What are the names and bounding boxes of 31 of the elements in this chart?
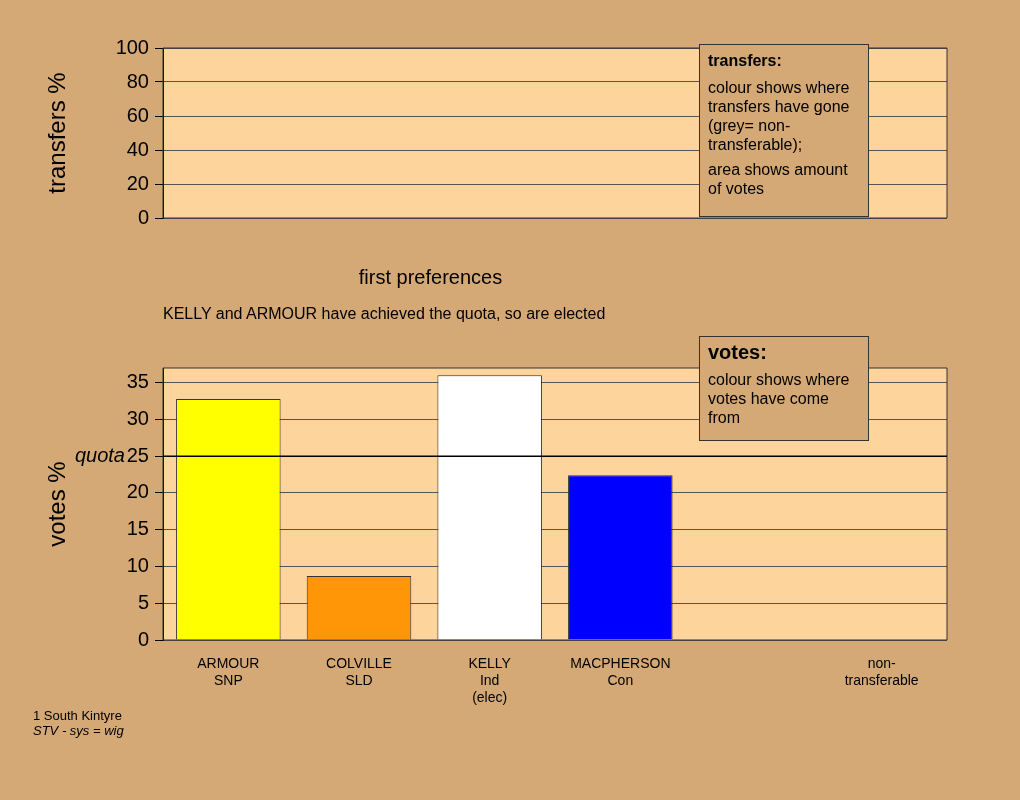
y-tick-label: 20 bbox=[126, 171, 149, 194]
y-tick-label: 0 bbox=[137, 205, 149, 228]
ref-line-label: quota bbox=[74, 443, 125, 466]
y-tick-label: 0 bbox=[137, 627, 149, 650]
y-tick-label: 15 bbox=[126, 517, 149, 540]
y-tick-label: 35 bbox=[126, 370, 149, 393]
y-tick-label: 80 bbox=[126, 69, 149, 92]
y-tick-label: 60 bbox=[126, 103, 149, 126]
y-tick-label: 100 bbox=[115, 35, 149, 58]
y-tick-label: 30 bbox=[126, 406, 149, 429]
text: 1 South Kintyre bbox=[33, 708, 123, 723]
text: STV - sys = wig bbox=[33, 723, 124, 738]
chart-title: first preferences bbox=[357, 266, 504, 289]
y-axis-title: votes % bbox=[43, 461, 71, 547]
annotation: area shows amount of votes bbox=[708, 160, 849, 198]
x-tick-label: ARMOUR SNP bbox=[197, 655, 260, 689]
text: votes: bbox=[708, 341, 768, 363]
x-tick-label: non- transferable bbox=[844, 655, 919, 689]
y-tick-label: 25 bbox=[126, 443, 149, 466]
annotation: colour shows where votes have come from bbox=[708, 370, 851, 427]
x-tick-label: KELLY Ind (elec) bbox=[468, 655, 512, 705]
annotation: colour shows where transfers have gone (grey= non-transferable); bbox=[708, 78, 851, 154]
y-tick-label: 5 bbox=[137, 590, 149, 613]
x-tick-label: COLVILLE SLD bbox=[326, 655, 392, 689]
annotation: transfers: bbox=[708, 51, 783, 70]
x-tick-label: MACPHERSON Con bbox=[570, 655, 671, 689]
y-tick-label: 10 bbox=[126, 554, 149, 576]
chart-subtitle: KELLY and ARMOUR have achieved the quota, so are elected bbox=[163, 305, 606, 323]
y-tick-label: 40 bbox=[126, 137, 149, 160]
y-axis-title: transfers % bbox=[43, 72, 71, 194]
y-tick-label: 20 bbox=[126, 480, 149, 503]
